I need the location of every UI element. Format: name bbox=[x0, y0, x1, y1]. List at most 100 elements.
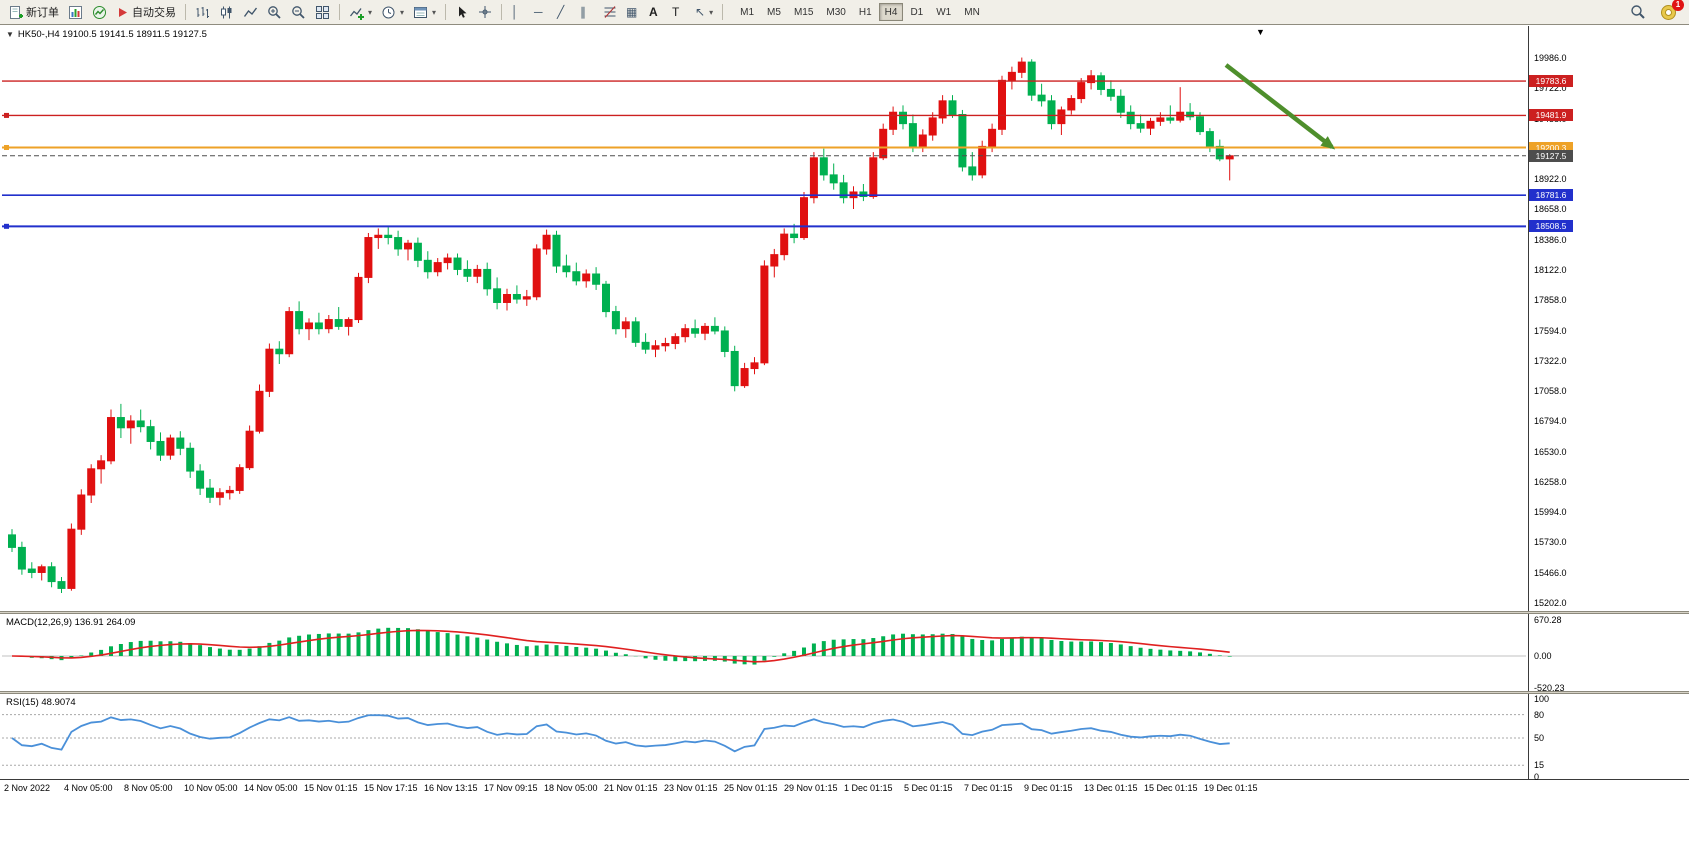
candle bbox=[47, 566, 56, 583]
price-axis-label: 17594.0 bbox=[1534, 325, 1567, 336]
price-axis-label: 17322.0 bbox=[1534, 355, 1567, 366]
candle bbox=[651, 345, 660, 350]
price-axis-label: 18658.0 bbox=[1534, 204, 1567, 215]
zoom-out-button[interactable] bbox=[287, 2, 310, 22]
candlestick-mode-button[interactable] bbox=[215, 2, 238, 22]
candle bbox=[404, 242, 412, 250]
time-axis-label: 21 Nov 01:15 bbox=[604, 783, 658, 793]
trendline-tool-button[interactable]: ╱ bbox=[553, 2, 575, 22]
trend-arrow-head[interactable] bbox=[1320, 136, 1336, 150]
market-watch-icon bbox=[93, 5, 106, 19]
pane-splitter-rsi[interactable] bbox=[0, 691, 1689, 694]
time-axis-label: 18 Nov 05:00 bbox=[544, 783, 598, 793]
timeframe-m15-button[interactable]: M15 bbox=[788, 3, 819, 21]
toolbar-separator bbox=[339, 4, 340, 20]
toolbar-separator bbox=[185, 4, 186, 20]
candle bbox=[701, 325, 709, 334]
chart-window-button[interactable] bbox=[64, 2, 87, 22]
candle bbox=[899, 111, 907, 125]
line-anchor-handle[interactable] bbox=[4, 223, 9, 229]
new-order-button[interactable]: 新订单 bbox=[4, 2, 63, 22]
price-tag-18508.5: 18508.5 bbox=[1529, 220, 1573, 233]
price-axis-label: 16530.0 bbox=[1534, 446, 1567, 457]
trend-arrow-line[interactable] bbox=[1224, 63, 1334, 149]
time-axis-label: 9 Dec 01:15 bbox=[1024, 783, 1073, 793]
timeframe-m5-button[interactable]: M5 bbox=[761, 3, 787, 21]
time-axis-label: 25 Nov 01:15 bbox=[724, 783, 778, 793]
timeframe-m30-button[interactable]: M30 bbox=[820, 3, 851, 21]
rsi-header: RSI(15) 48.9074 bbox=[6, 697, 76, 708]
candle bbox=[1215, 145, 1224, 160]
candle bbox=[433, 262, 442, 273]
crosshair-button[interactable] bbox=[474, 2, 496, 22]
candle bbox=[265, 348, 274, 392]
price-tag-19127.5: 19127.5 bbox=[1529, 149, 1573, 162]
chart-canvas[interactable] bbox=[0, 26, 1689, 860]
candle bbox=[186, 447, 195, 472]
autotrading-button[interactable]: 自动交易 bbox=[112, 2, 180, 22]
search-button[interactable] bbox=[1626, 2, 1650, 22]
arrows-tool-button[interactable]: ↖ ▾ bbox=[691, 2, 717, 22]
chart-ohlc-header: ▼ HK50-,H4 19100.5 19141.5 18911.5 19127.… bbox=[6, 29, 207, 40]
candle bbox=[107, 417, 115, 462]
chart-area[interactable]: ▼ HK50-,H4 19100.5 19141.5 18911.5 19127.… bbox=[0, 26, 1689, 860]
macd-signal-line bbox=[11, 629, 1230, 663]
time-axis-label: 17 Nov 09:15 bbox=[484, 783, 538, 793]
horizontal-line-tool-button[interactable]: ─ bbox=[530, 2, 552, 22]
zoom-in-button[interactable] bbox=[263, 2, 286, 22]
bar-chart-mode-button[interactable] bbox=[191, 2, 214, 22]
time-axis-label: 14 Nov 05:00 bbox=[244, 783, 298, 793]
cursor-button[interactable] bbox=[451, 2, 473, 22]
price-tag-19783.6: 19783.6 bbox=[1529, 75, 1573, 88]
candle bbox=[394, 237, 403, 250]
text-label-tool-button[interactable]: T bbox=[668, 2, 690, 22]
price-axis-line bbox=[1528, 26, 1529, 780]
scroll-to-end-marker[interactable]: ▼ bbox=[1256, 27, 1265, 37]
candle bbox=[948, 100, 957, 116]
time-axis-label: 13 Dec 01:15 bbox=[1084, 783, 1138, 793]
shapes-tool-button[interactable]: ▦ bbox=[622, 2, 644, 22]
indicators-button[interactable]: ▾ bbox=[345, 2, 376, 22]
text-tool-button[interactable]: A bbox=[645, 2, 667, 22]
tile-windows-button[interactable] bbox=[311, 2, 334, 22]
timeframe-h1-button[interactable]: H1 bbox=[853, 3, 878, 21]
candle bbox=[839, 182, 848, 199]
line-anchor-handle[interactable] bbox=[4, 145, 9, 151]
rsi-axis-label: 50 bbox=[1534, 733, 1545, 743]
timeframe-m1-button[interactable]: M1 bbox=[734, 3, 760, 21]
candle bbox=[473, 268, 482, 277]
candle bbox=[384, 234, 393, 239]
new-order-icon bbox=[10, 5, 23, 19]
candle bbox=[809, 157, 818, 199]
candle bbox=[988, 128, 997, 147]
price-axis-label: 15994.0 bbox=[1534, 507, 1567, 518]
timeframe-w1-button[interactable]: W1 bbox=[930, 3, 957, 21]
candle bbox=[978, 145, 987, 176]
pane-splitter-macd[interactable] bbox=[0, 611, 1689, 614]
periods-button[interactable]: ▾ bbox=[377, 2, 408, 22]
candle bbox=[37, 566, 46, 573]
price-tag-19481.9: 19481.9 bbox=[1529, 109, 1573, 122]
line-chart-mode-icon bbox=[243, 7, 258, 17]
vertical-line-tool-button[interactable]: │ bbox=[507, 2, 529, 22]
channel-tool-button[interactable]: ∥ bbox=[576, 2, 598, 22]
candle bbox=[879, 128, 888, 159]
timeframe-d1-button[interactable]: D1 bbox=[904, 3, 929, 21]
macd-value-2: 264.09 bbox=[106, 617, 136, 628]
macd-axis-label: -520.23 bbox=[1534, 683, 1565, 693]
timeframe-h4-button[interactable]: H4 bbox=[878, 3, 904, 21]
notifications-button[interactable]: 1 bbox=[1660, 0, 1684, 21]
market-watch-button[interactable] bbox=[88, 2, 111, 22]
candle bbox=[324, 319, 333, 330]
dropdown-caret: ▾ bbox=[709, 7, 714, 17]
line-chart-mode-button[interactable] bbox=[239, 2, 262, 22]
channel-icon: ∥ bbox=[580, 5, 587, 19]
candle bbox=[295, 311, 304, 330]
candle bbox=[344, 319, 353, 327]
templates-button[interactable]: ▾ bbox=[409, 2, 440, 22]
fibonacci-tool-button[interactable] bbox=[599, 2, 621, 22]
timeframe-mn-button[interactable]: MN bbox=[958, 3, 986, 21]
notification-badge: 1 bbox=[1672, 0, 1684, 11]
line-anchor-handle[interactable] bbox=[4, 112, 9, 118]
one-click-trading-toggle[interactable]: ▼ bbox=[6, 30, 14, 39]
